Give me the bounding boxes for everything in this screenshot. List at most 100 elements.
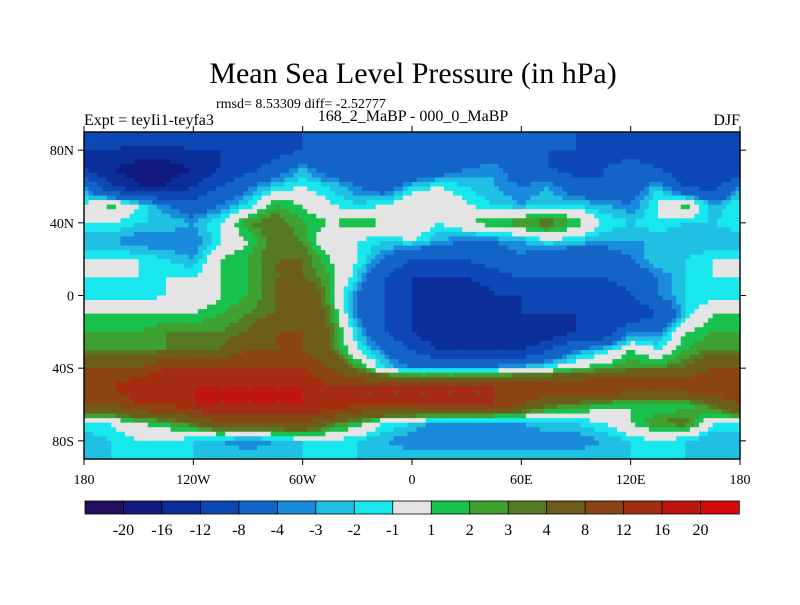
field-cell: [475, 222, 481, 228]
field-cell: [653, 172, 659, 179]
field-cell: [589, 200, 595, 206]
field-cell: [635, 250, 641, 256]
field-cell: [371, 231, 377, 238]
field-cell: [243, 181, 249, 188]
field-cell: [229, 154, 235, 160]
field-cell: [598, 213, 604, 219]
field-cell: [398, 259, 404, 265]
field-cell: [366, 250, 372, 256]
field-cell: [576, 231, 582, 238]
field-cell: [166, 195, 172, 201]
field-cell: [644, 222, 650, 228]
field-cell: [535, 177, 541, 183]
field-cell: [380, 281, 386, 288]
field-cell: [384, 218, 390, 224]
field-cell: [539, 195, 545, 201]
field-cell: [188, 245, 194, 251]
field-cell: [270, 136, 276, 142]
field-cell: [320, 281, 327, 288]
field-cell: [143, 241, 149, 247]
field-cell: [134, 150, 140, 156]
field-cell: [330, 186, 336, 192]
field-cell: [402, 195, 409, 201]
field-cell: [521, 213, 527, 219]
field-cell: [225, 286, 231, 292]
field-cell: [412, 141, 418, 147]
field-cell: [179, 272, 185, 278]
field-cell: [398, 245, 404, 251]
field-cell: [407, 277, 413, 283]
field-cell: [184, 227, 190, 233]
field-cell: [88, 136, 94, 142]
field-cell: [188, 163, 194, 169]
field-cell: [207, 268, 213, 274]
field-cell: [689, 172, 696, 179]
field-cell: [548, 281, 554, 288]
field-cell: [380, 218, 386, 224]
field-cell: [548, 277, 554, 283]
field-cell: [412, 259, 418, 265]
field-cell: [639, 154, 645, 160]
field-cell: [598, 172, 604, 179]
field-cell: [266, 195, 272, 201]
field-cell: [266, 191, 272, 197]
field-cell: [607, 145, 614, 151]
field-cell: [630, 172, 636, 179]
field-cell: [416, 141, 422, 147]
field-cell: [343, 177, 349, 183]
field-cell: [457, 250, 463, 256]
field-cell: [630, 277, 636, 283]
field-cell: [216, 186, 222, 192]
field-cell: [685, 213, 691, 219]
field-cell: [644, 136, 650, 142]
field-cell: [680, 218, 686, 224]
field-cell: [193, 154, 199, 160]
field-cell: [234, 145, 240, 151]
field-cell: [384, 286, 390, 292]
field-cell: [617, 259, 623, 265]
field-cell: [617, 272, 623, 278]
field-cell: [257, 227, 263, 233]
field-cell: [671, 268, 677, 274]
field-cell: [557, 172, 563, 179]
field-cell: [630, 181, 636, 188]
field-cell: [207, 281, 213, 288]
field-cell: [730, 272, 737, 278]
field-cell: [639, 259, 645, 265]
field-cell: [134, 227, 140, 233]
field-cell: [607, 159, 614, 165]
field-cell: [557, 213, 563, 219]
field-cell: [202, 241, 208, 247]
field-cell: [425, 241, 431, 247]
field-cell: [498, 154, 504, 160]
field-cell: [448, 272, 454, 278]
field-cell: [352, 277, 358, 283]
field-cell: [202, 200, 208, 206]
field-cell: [357, 222, 363, 228]
field-cell: [343, 268, 349, 274]
field-cell: [658, 136, 664, 142]
field-cell: [580, 132, 586, 138]
field-cell: [503, 159, 509, 165]
field-cell: [507, 181, 513, 188]
field-cell: [626, 245, 632, 251]
field-cell: [589, 204, 595, 210]
field-cell: [202, 141, 208, 147]
field-cell: [97, 136, 103, 142]
field-cell: [443, 263, 450, 269]
field-cell: [453, 222, 459, 228]
field-cell: [134, 259, 140, 265]
field-cell: [147, 132, 153, 138]
field-cell: [512, 286, 518, 292]
field-cell: [439, 263, 445, 269]
field-cell: [639, 231, 645, 238]
field-cell: [548, 218, 554, 224]
field-cell: [320, 186, 327, 192]
field-cell: [585, 172, 591, 179]
field-cell: [225, 277, 231, 283]
field-cell: [197, 236, 204, 242]
field-cell: [330, 150, 336, 156]
field-cell: [339, 163, 345, 169]
field-cell: [343, 277, 349, 283]
field-cell: [430, 231, 436, 238]
